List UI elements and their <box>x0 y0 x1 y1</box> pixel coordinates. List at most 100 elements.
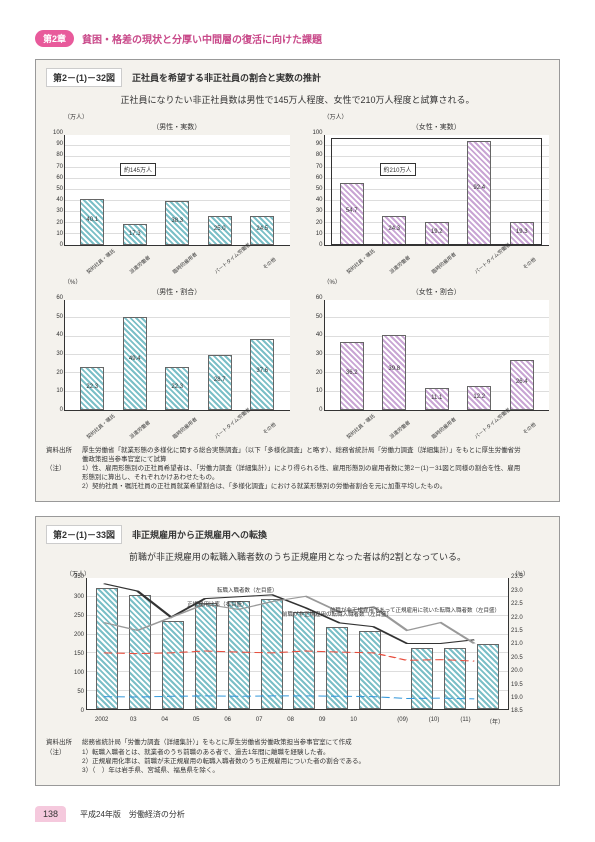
figure-33-notes: 資料出所総務省統計局「労働力調査（詳細集計）」をもとに厚生労働省労働政策担当参事… <box>46 738 549 774</box>
x-axis-year: 09 <box>311 717 333 726</box>
x-axis-label: 臨時的雇用者 <box>430 256 451 276</box>
bar: 24.5 <box>250 216 274 245</box>
bar: 24.3 <box>382 216 406 245</box>
bar-value: 28.7 <box>214 377 226 383</box>
footer-text: 平成24年版 労働経済の分析 <box>80 809 185 820</box>
x-axis-label: 派遣労働者 <box>128 256 149 276</box>
combo-bar <box>162 621 184 709</box>
legend-blue: 前職が非正規雇用であって正規雇用に就いた転職入職者数（左目盛） <box>330 606 500 614</box>
panel-label: （男性・実数） <box>64 122 290 132</box>
bar-value: 40.1 <box>86 217 98 223</box>
x-axis-label: パートタイム労働者 <box>214 421 235 441</box>
figure-number: 第2－(1)－33図 <box>46 525 122 544</box>
bar-chart: 605040302010022.349.422.328.737.6 <box>64 300 290 411</box>
bar-value: 38.3 <box>171 218 183 224</box>
bar-value: 19.3 <box>516 229 528 235</box>
year-suffix: （年） <box>486 717 504 726</box>
x-axis-year: 08 <box>280 717 302 726</box>
bar-value: 36.2 <box>346 370 358 376</box>
bar-chart-panel: （万人）（男性・実数）100908070605040302010040.117.… <box>46 112 290 271</box>
bar-value: 17.3 <box>129 231 141 237</box>
x-axis-year: 10 <box>343 717 365 726</box>
bar: 26.4 <box>510 360 534 410</box>
bar-value: 11.1 <box>431 395 442 401</box>
x-axis-year: 2002 <box>91 717 113 726</box>
panel-label: （女性・実数） <box>324 122 550 132</box>
x-axis-year: 06 <box>217 717 239 726</box>
x-axis-label: その他 <box>516 256 537 276</box>
x-axis-label: 臨時的雇用者 <box>430 421 451 441</box>
bar: 19.3 <box>510 222 534 245</box>
y-axis-unit: （万人） <box>324 112 550 121</box>
y-axis-unit: （万人） <box>64 112 290 121</box>
x-axis-label: その他 <box>516 421 537 441</box>
x-axis-year: 05 <box>185 717 207 726</box>
bar-value: 24.3 <box>388 226 400 232</box>
x-axis-label: パートタイム労働者 <box>473 421 494 441</box>
bar-value: 92.4 <box>473 185 485 191</box>
x-axis-year: (11) <box>455 717 477 726</box>
combo-bar <box>96 588 118 710</box>
y-axis-unit: （%） <box>64 277 290 286</box>
x-axis-label: パートタイム労働者 <box>214 256 235 276</box>
figure-subtitle: 正社員になりたい非正社員数は男性で145万人程度、女性で210万人程度と試算され… <box>46 93 549 106</box>
bar: 39.8 <box>382 335 406 410</box>
bar-value: 26.4 <box>516 379 528 385</box>
x-axis-year: 03 <box>122 717 144 726</box>
bar: 54.7 <box>340 183 364 245</box>
bar-chart-panel: （万人）（女性・実数）100908070605040302010054.724.… <box>306 112 550 271</box>
x-axis-label: 派遣労働者 <box>388 256 409 276</box>
bar-value: 22.3 <box>86 384 98 390</box>
x-axis-label: その他 <box>256 256 277 276</box>
annotation: 約210万人 <box>380 163 416 176</box>
x-axis-year: 07 <box>248 717 270 726</box>
bar: 36.2 <box>340 342 364 410</box>
legend-gray: 正規雇用比率（右目盛） <box>187 600 248 608</box>
figure-number: 第2－(1)－32図 <box>46 68 122 87</box>
combo-bar <box>326 627 348 709</box>
bar: 12.2 <box>467 386 491 410</box>
bar: 11.1 <box>425 388 449 410</box>
bar: 22.3 <box>80 367 104 410</box>
x-axis-label: 派遣労働者 <box>388 421 409 441</box>
figure-title: 非正規雇用から正規雇用への転換 <box>132 528 267 541</box>
combo-bar <box>359 631 381 710</box>
bar-chart-panel: （%）（男性・割合）605040302010022.349.422.328.73… <box>46 277 290 436</box>
figure-32-notes: 資料出所厚生労働省「就業形態の多様化に関する総合実態調査」（以下「多様化調査」と… <box>46 446 549 491</box>
figure-title: 正社員を希望する非正社員の割合と実数の推計 <box>132 71 321 84</box>
x-axis-label: 契約社員・嘱託 <box>85 421 106 441</box>
bar-value: 12.2 <box>473 394 485 400</box>
bar: 49.4 <box>123 317 147 410</box>
x-axis-year: (09) <box>392 717 414 726</box>
bar-chart: 605040302010036.239.811.112.226.4 <box>324 300 550 411</box>
bar-value: 49.4 <box>129 356 141 362</box>
bar: 22.3 <box>165 367 189 410</box>
combo-bar <box>477 644 499 710</box>
bar-value: 19.2 <box>431 229 443 235</box>
annotation: 約145万人 <box>120 163 156 176</box>
chapter-badge: 第2章 <box>35 30 74 47</box>
bar: 37.6 <box>250 339 274 410</box>
bar: 40.1 <box>80 199 104 245</box>
bar: 17.3 <box>123 224 147 245</box>
x-axis-label: 臨時的雇用者 <box>171 256 192 276</box>
bar: 19.2 <box>425 222 449 245</box>
combo-bar <box>195 603 217 710</box>
figure-32: 第2－(1)－32図 正社員を希望する非正社員の割合と実数の推計 正社員になりた… <box>35 59 560 502</box>
bar-value: 39.8 <box>388 366 400 372</box>
bar-chart: 100908070605040302010054.724.319.292.419… <box>324 135 550 246</box>
combo-bar <box>293 612 315 709</box>
y-axis-unit: （%） <box>324 277 550 286</box>
x-axis-label: パートタイム労働者 <box>473 256 494 276</box>
x-axis-label: 契約社員・嘱託 <box>85 256 106 276</box>
panel-label: （女性・割合） <box>324 287 550 297</box>
combo-bar <box>444 648 466 710</box>
panel-label: （男性・割合） <box>64 287 290 297</box>
figure-subtitle: 前職が非正規雇用の転職入職者数のうち正規雇用となった者は約2割となっている。 <box>46 550 549 563</box>
legend-solid: 転職入職者数（左目盛） <box>217 586 278 594</box>
x-axis-year: 04 <box>154 717 176 726</box>
chapter-header: 第2章 貧困・格差の現状と分厚い中間層の復活に向けた課題 <box>35 30 560 47</box>
x-axis-year: (10) <box>423 717 445 726</box>
figure-33: 第2－(1)－33図 非正規雇用から正規雇用への転換 前職が非正規雇用の転職入職… <box>35 516 560 785</box>
bar-value: 24.5 <box>256 226 268 232</box>
